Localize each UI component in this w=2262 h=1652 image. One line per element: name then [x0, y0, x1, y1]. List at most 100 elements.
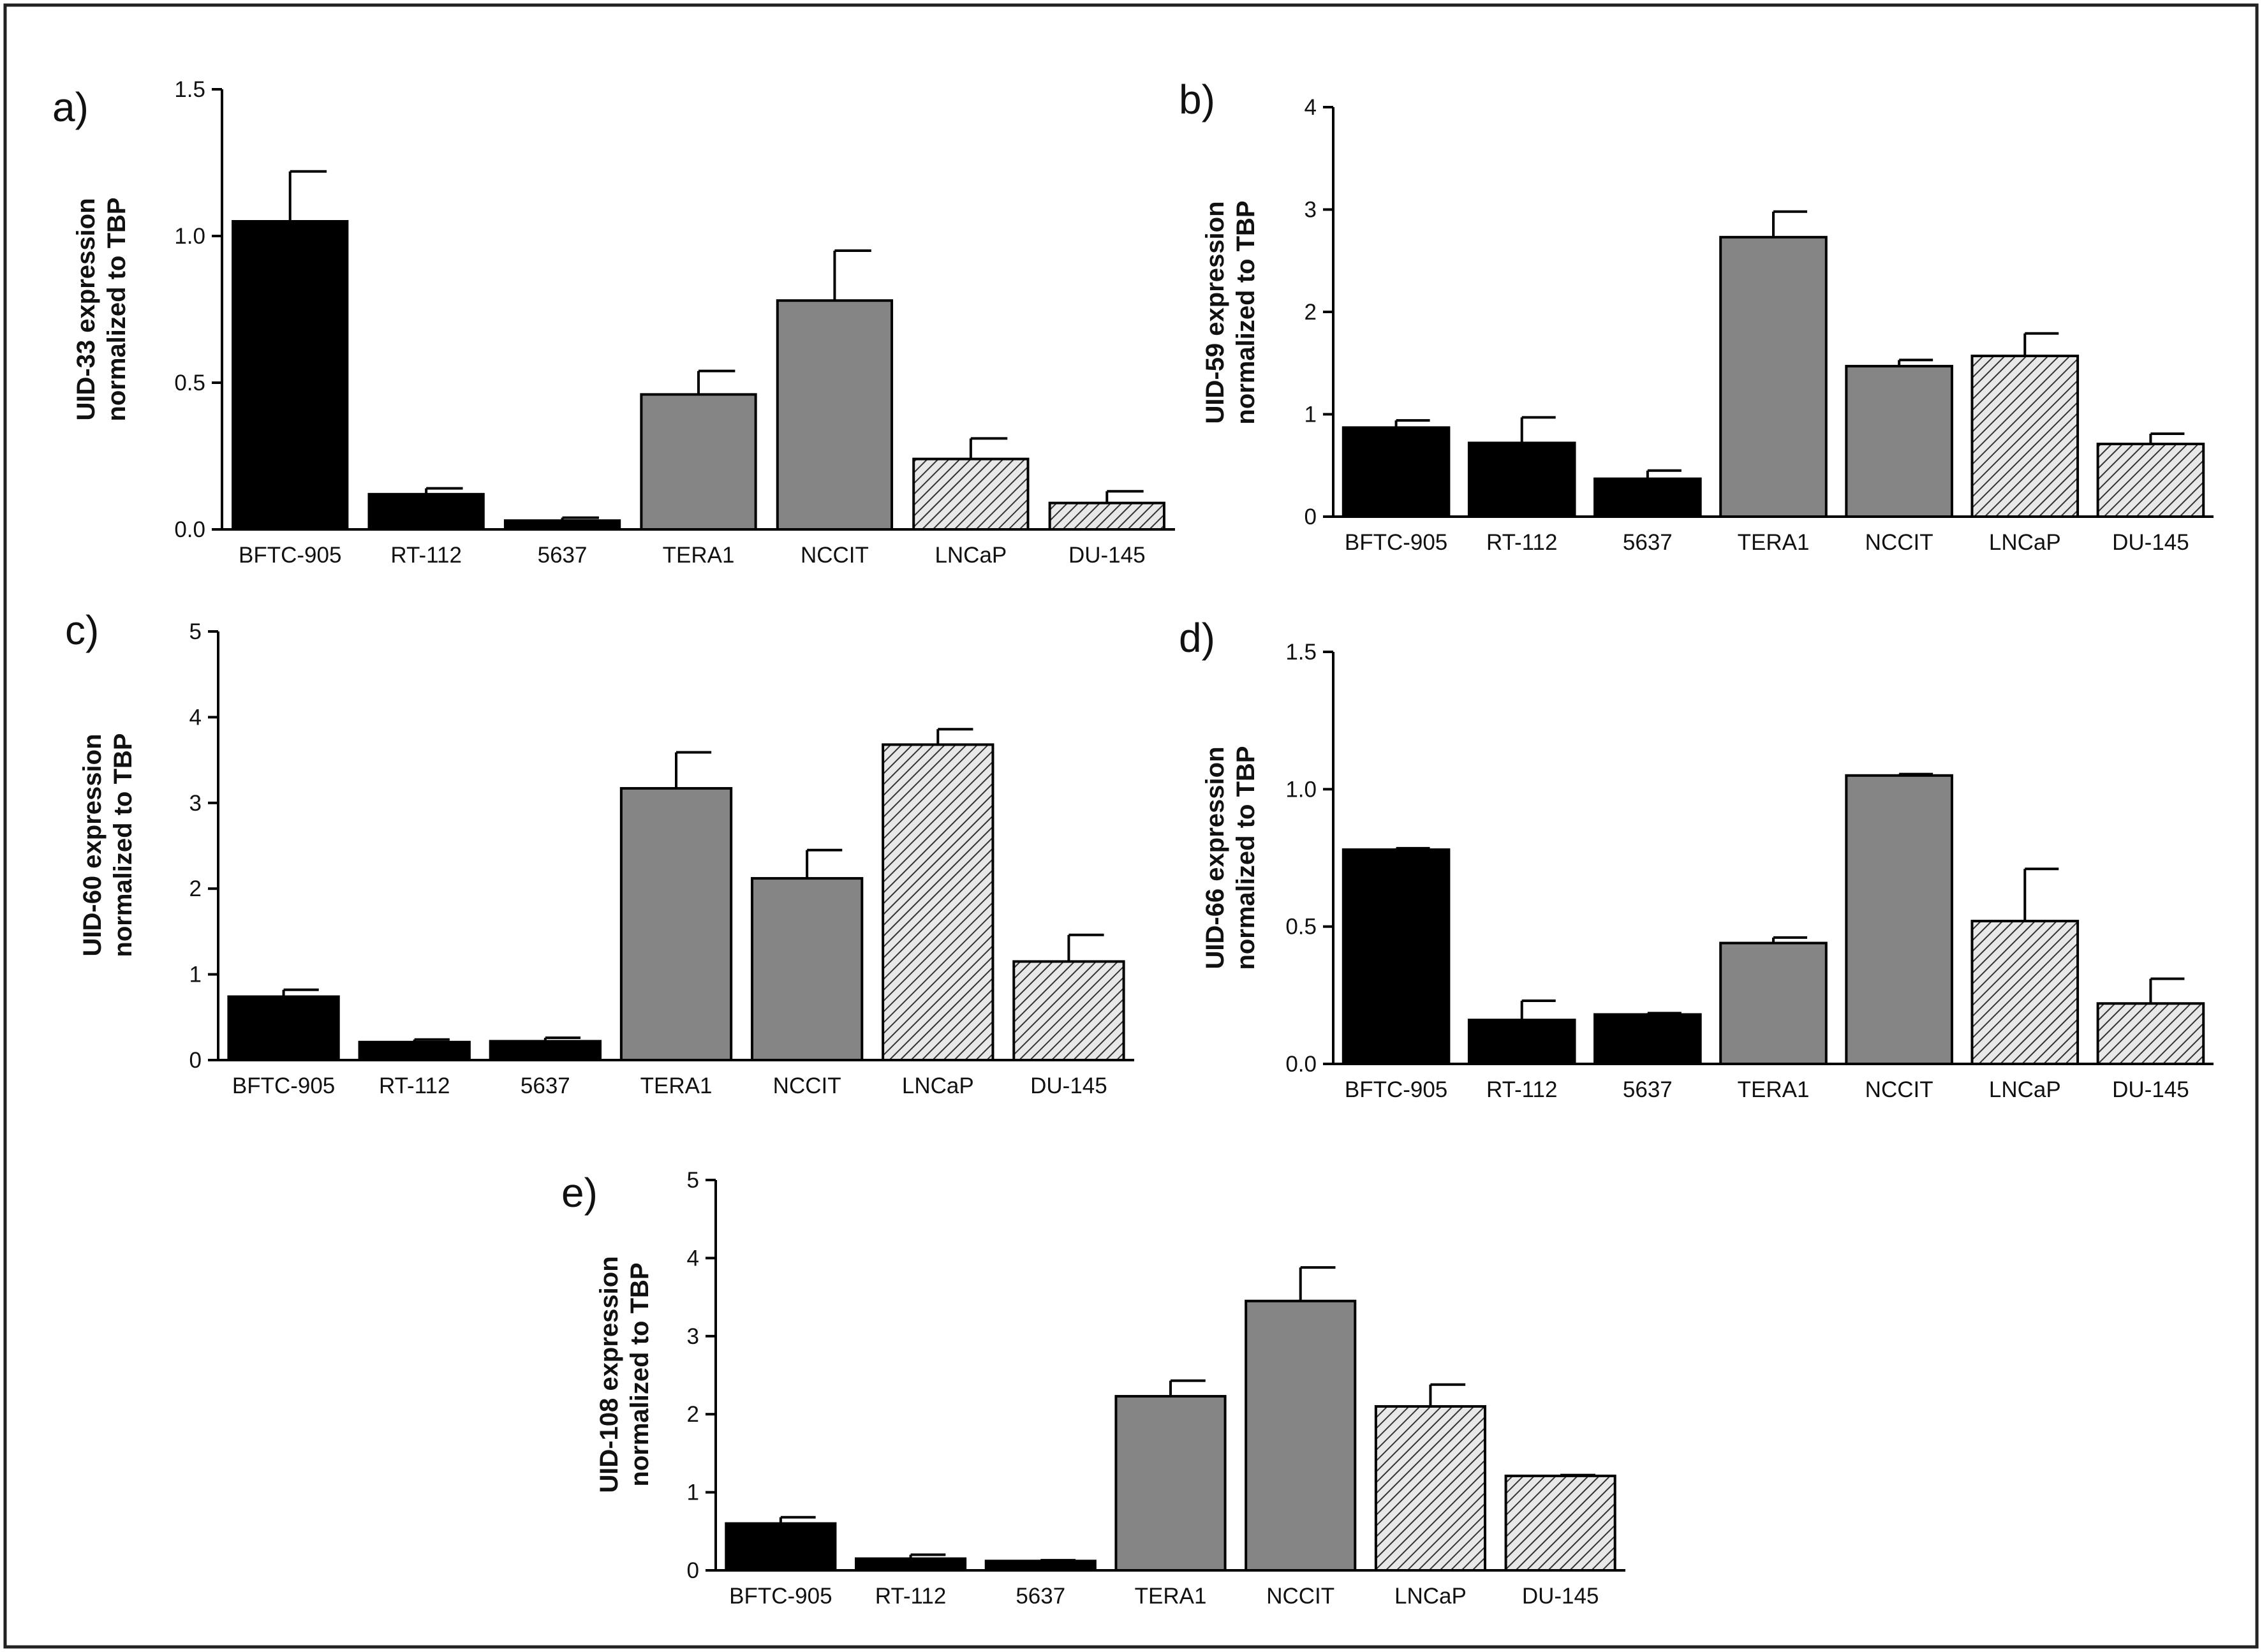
panel-label: e) — [561, 1170, 598, 1216]
y-axis-label-line: normalized to TBP — [109, 733, 137, 957]
y-axis-label-line: UID-33 expression — [72, 198, 100, 420]
y-tick-label: 1.5 — [174, 77, 205, 102]
y-tick-label: 2 — [1305, 300, 1317, 325]
x-tick-label: TERA1 — [1738, 1077, 1810, 1102]
x-tick-label: BFTC-905 — [1345, 1077, 1447, 1102]
bar-rt-112 — [1467, 441, 1576, 518]
y-tick-label: 2 — [687, 1402, 699, 1427]
x-tick-label: NCCIT — [801, 543, 869, 568]
y-tick-label: 3 — [687, 1324, 699, 1349]
y-axis-label-line: UID-59 expression — [1201, 201, 1229, 424]
x-tick-label: RT-112 — [1486, 530, 1558, 555]
y-tick-label: 5 — [189, 619, 202, 644]
y-tick-label: 0.0 — [1285, 1052, 1317, 1077]
x-tick-label: LNCaP — [1989, 530, 2061, 555]
bar-du-145 — [2096, 1002, 2205, 1065]
bar-tera1 — [640, 393, 757, 531]
chart-panel-3: c) UID-60 expression normalized to TBP BFTC… — [65, 607, 1134, 1098]
bar-nccit — [1845, 774, 1953, 1066]
y-tick-label: 2 — [189, 876, 202, 901]
x-tick-label: 5637 — [1623, 1077, 1673, 1102]
y-tick-label: 0 — [1305, 505, 1317, 529]
bar-tera1 — [1719, 941, 1828, 1066]
panel-label: a) — [52, 84, 89, 130]
x-tick-label: TERA1 — [640, 1073, 713, 1098]
x-tick-label: TERA1 — [1135, 1584, 1207, 1609]
bar-tera1 — [1114, 1395, 1227, 1572]
x-tick-label: NCCIT — [1266, 1584, 1334, 1609]
x-tick-label: BFTC-905 — [239, 543, 341, 568]
bar-du-145 — [2096, 443, 2205, 518]
y-tick-label: 4 — [687, 1246, 699, 1271]
x-tick-label: 5637 — [1016, 1584, 1065, 1609]
bar-bftc-905 — [1342, 848, 1451, 1065]
x-tick-label: LNCaP — [1394, 1584, 1467, 1609]
x-tick-label: DU-145 — [1030, 1073, 1107, 1098]
x-tick-label: LNCaP — [902, 1073, 974, 1098]
y-axis-label-line: UID-66 expression — [1201, 746, 1229, 969]
bar-lncap — [1970, 355, 2080, 519]
y-tick-label: 1.5 — [1285, 640, 1317, 665]
panel-label: d) — [1179, 615, 1215, 661]
panel-label: b) — [1179, 77, 1215, 122]
x-tick-label: NCCIT — [773, 1073, 841, 1098]
x-tick-label: DU-145 — [2112, 1077, 2189, 1102]
chart-panel-5: e) UID-108 expression normalized to TBP BFT… — [561, 1168, 1625, 1609]
bar-bftc-905 — [227, 995, 340, 1061]
x-tick-label: LNCaP — [935, 543, 1007, 568]
y-axis-label-line: UID-108 expression — [595, 1256, 623, 1493]
y-tick-label: 1 — [1305, 402, 1317, 427]
bar-5637 — [984, 1560, 1097, 1572]
bar-du-145 — [1012, 960, 1125, 1061]
x-tick-label: 5637 — [521, 1073, 570, 1098]
bar-lncap — [1374, 1405, 1486, 1572]
bar-bftc-905 — [232, 220, 349, 531]
bar-bftc-905 — [1342, 426, 1451, 518]
bar-lncap — [882, 743, 994, 1061]
x-tick-label: RT-112 — [875, 1584, 947, 1609]
y-axis-label-line: normalized to TBP — [626, 1262, 654, 1486]
bar-nccit — [750, 877, 864, 1062]
x-tick-label: NCCIT — [1865, 530, 1933, 555]
y-axis-label: UID-108 expression normalized to TBP — [595, 1256, 654, 1493]
x-tick-label: TERA1 — [1738, 530, 1810, 555]
x-tick-label: RT-112 — [379, 1073, 450, 1098]
y-tick-label: 1 — [687, 1480, 699, 1505]
y-tick-label: 1 — [189, 962, 202, 987]
bar-rt-112 — [358, 1040, 471, 1061]
y-axis-label-line: normalized to TBP — [1232, 746, 1260, 970]
y-tick-label: 5 — [687, 1168, 699, 1193]
bar-tera1 — [619, 786, 733, 1062]
x-tick-label: RT-112 — [390, 543, 462, 568]
y-axis-label-line: normalized to TBP — [103, 197, 131, 421]
bar-5637 — [1593, 477, 1702, 518]
x-tick-label: BFTC-905 — [1345, 530, 1447, 555]
y-axis-label: UID-59 expression normalized to TBP — [1201, 200, 1260, 424]
y-axis-label: UID-33 expression normalized to TBP — [72, 197, 131, 421]
x-tick-label: DU-145 — [1068, 543, 1146, 568]
y-tick-label: 0.0 — [174, 517, 205, 542]
y-tick-label: 4 — [189, 705, 202, 730]
x-tick-label: 5637 — [538, 543, 588, 568]
x-tick-label: BFTC-905 — [232, 1073, 335, 1098]
x-tick-label: LNCaP — [1989, 1077, 2061, 1102]
bar-rt-112 — [1467, 1019, 1576, 1066]
x-tick-label: DU-145 — [1522, 1584, 1599, 1609]
bar-bftc-905 — [725, 1522, 837, 1572]
bar-du-145 — [1048, 501, 1165, 531]
x-tick-label: BFTC-905 — [729, 1584, 832, 1609]
bar-du-145 — [1504, 1474, 1616, 1572]
y-tick-label: 0.5 — [1285, 915, 1317, 940]
bar-5637 — [503, 519, 621, 531]
y-axis-label: UID-60 expression normalized to TBP — [78, 733, 137, 957]
y-tick-label: 0.5 — [174, 371, 205, 395]
y-tick-label: 1.0 — [174, 224, 205, 249]
chart-panel-4: d) UID-66 expression normalized to TBP BFTC… — [1179, 615, 2214, 1102]
panel-label: c) — [65, 607, 99, 653]
chart-panel-1: a) UID-33 expression normalized to TBP BFTC… — [52, 77, 1175, 568]
bar-lncap — [1970, 920, 2080, 1066]
bar-nccit — [1845, 365, 1953, 518]
x-tick-label: TERA1 — [663, 543, 735, 568]
x-tick-label: RT-112 — [1486, 1077, 1558, 1102]
bar-rt-112 — [855, 1557, 967, 1572]
